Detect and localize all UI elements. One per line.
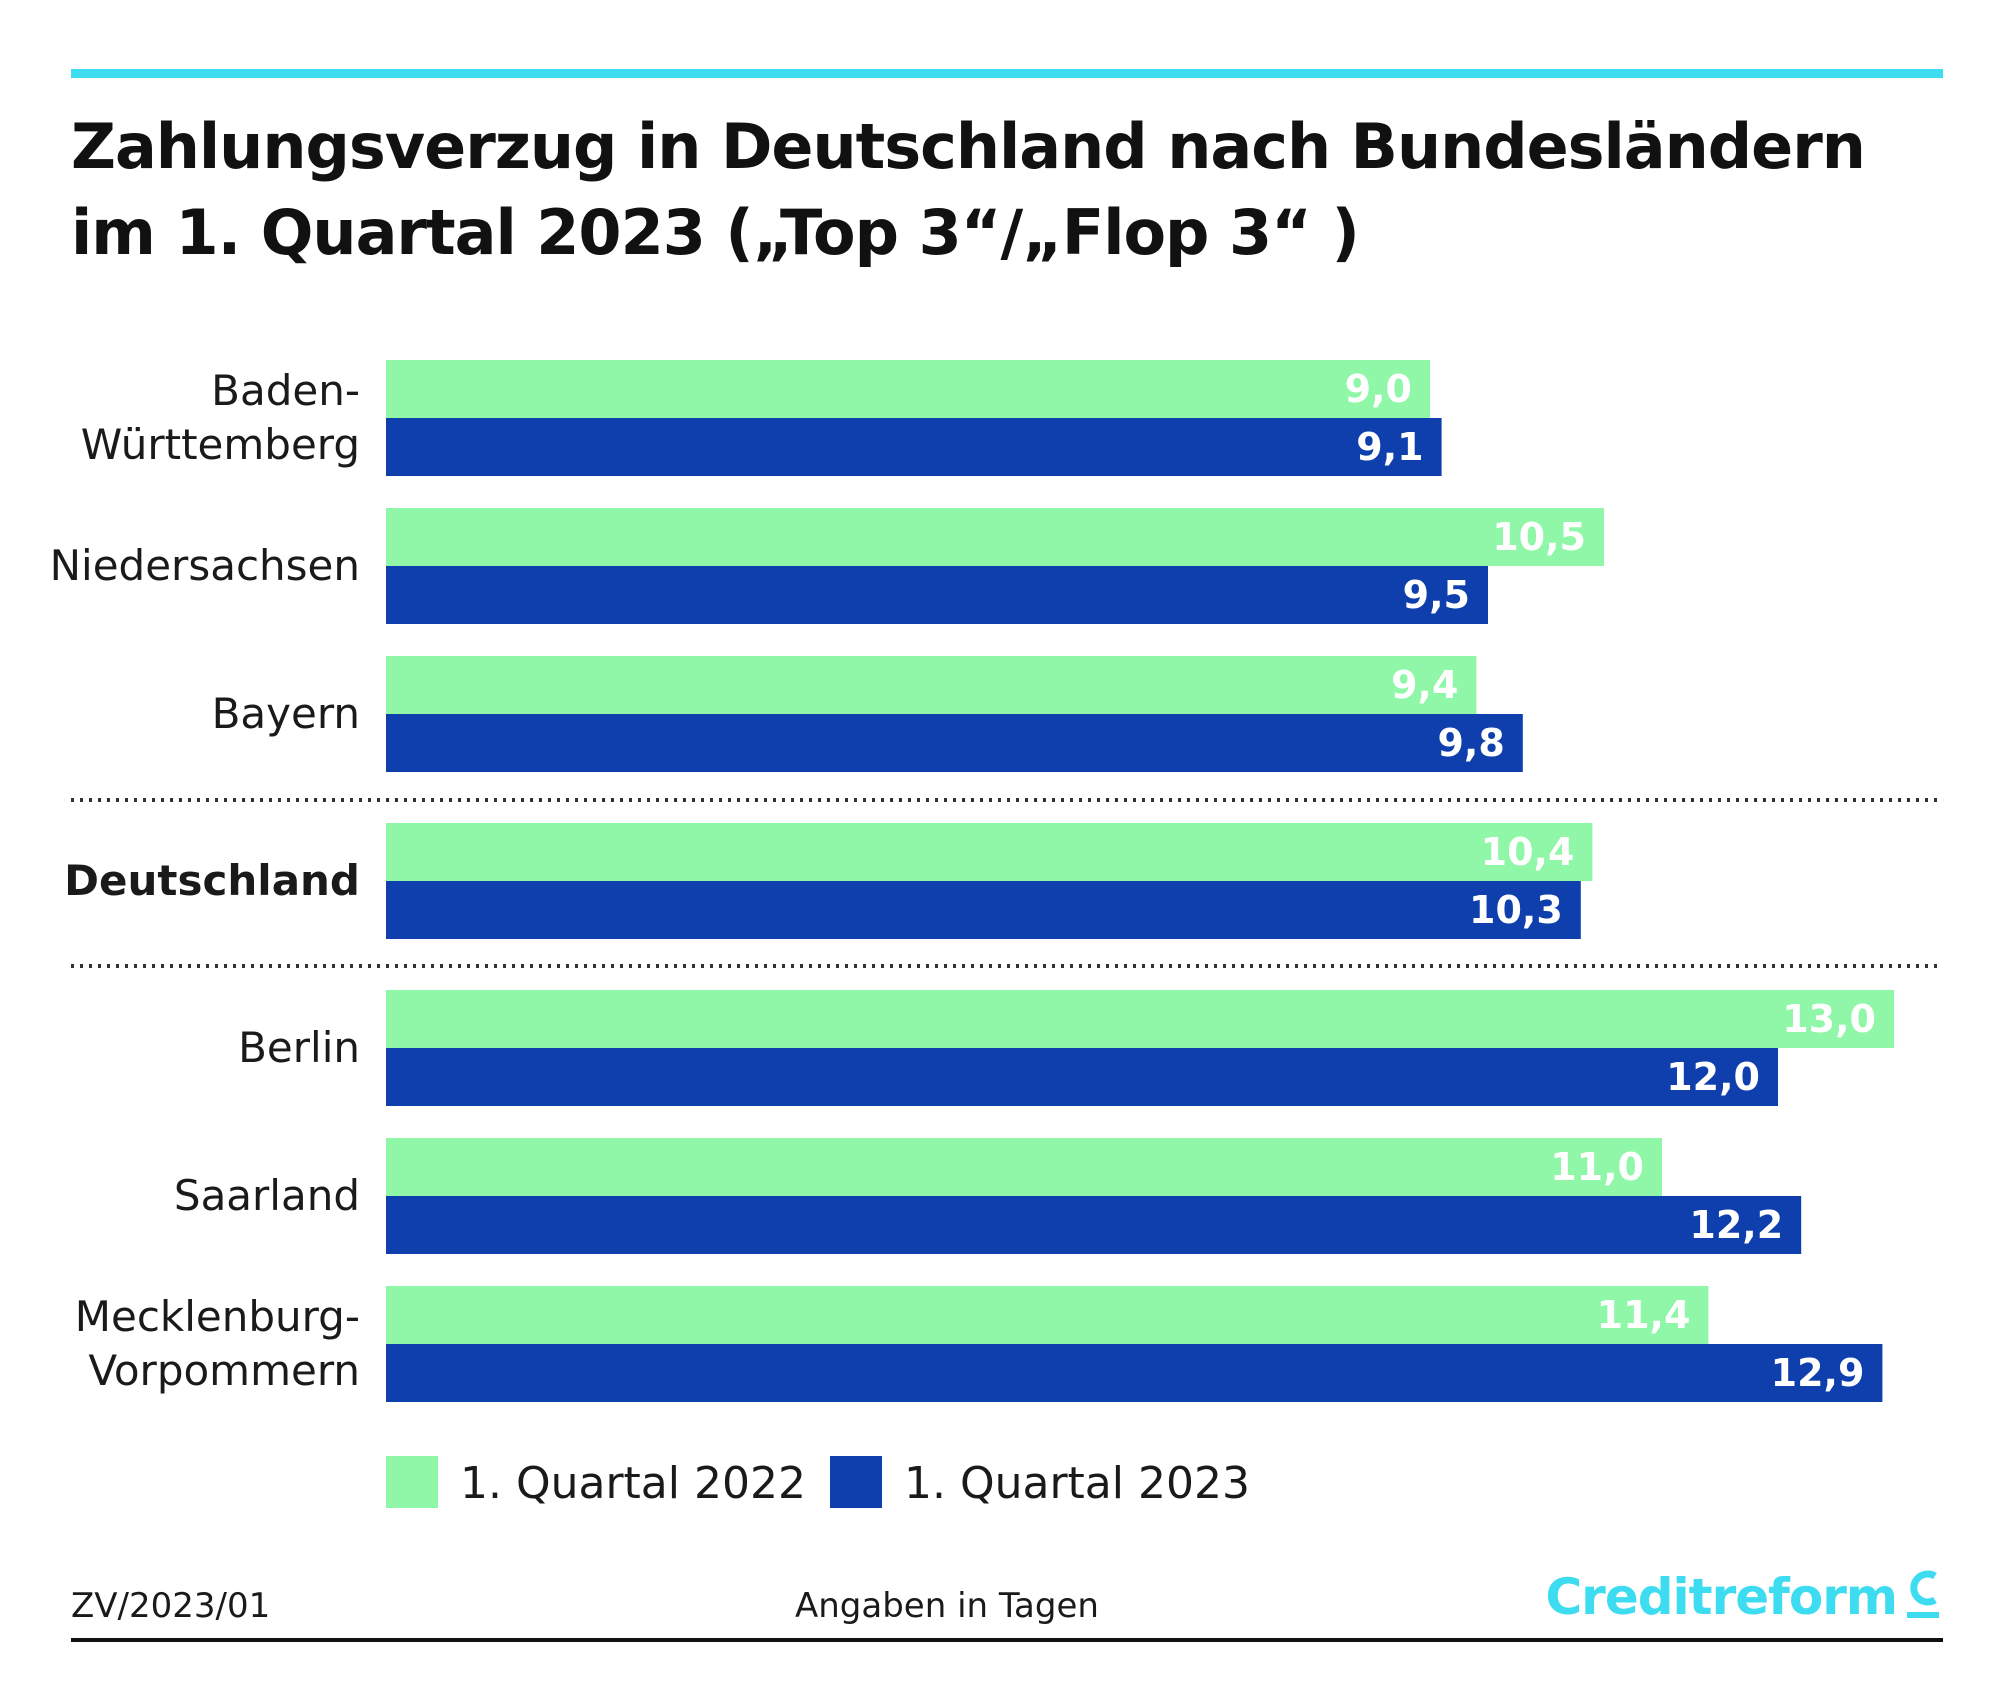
legend-label-q2023: 1. Quartal 2023 (904, 1458, 1250, 1509)
category-label-3: Deutschland (64, 856, 360, 905)
bar-q2022-6 (386, 1286, 1709, 1344)
bars-layer (71, 360, 1943, 1402)
value-label-q2023-1: 9,5 (1403, 573, 1470, 617)
top-accent-rule (71, 69, 1943, 78)
value-label-q2023-2: 9,8 (1437, 721, 1504, 765)
bar-q2022-0 (386, 360, 1430, 418)
bar-q2022-2 (386, 656, 1477, 714)
value-label-q2022-2: 9,4 (1391, 663, 1458, 707)
chart-title-line-1: Zahlungsverzug in Deutschland nach Bunde… (71, 110, 1866, 183)
category-label-6: Mecklenburg-Vorpommern (75, 1292, 360, 1395)
value-label-q2022-6: 11,4 (1597, 1293, 1691, 1337)
bar-q2022-1 (386, 508, 1604, 566)
footer-code: ZV/2023/01 (71, 1586, 271, 1626)
legend-swatch-q2022 (386, 1456, 438, 1508)
labels-layer: 9,0 9,1 Baden-Württemberg 10,5 9,5 Niedersach… (50, 366, 1876, 1395)
bar-q2023-1 (386, 566, 1488, 624)
brand-wordmark: Creditreform (1545, 1568, 1898, 1626)
value-label-q2022-5: 11,0 (1550, 1145, 1644, 1189)
bar-q2022-4 (386, 990, 1894, 1048)
unit-note: Angaben in Tagen (795, 1586, 1099, 1626)
bar-q2023-2 (386, 714, 1523, 772)
value-label-q2023-6: 12,9 (1771, 1351, 1865, 1395)
bar-q2023-6 (386, 1344, 1883, 1402)
bar-q2023-4 (386, 1048, 1778, 1106)
legend-swatch-q2023 (830, 1456, 882, 1508)
value-label-q2023-4: 12,0 (1666, 1055, 1760, 1099)
brand-c-icon (1907, 1570, 1939, 1618)
value-label-q2022-4: 13,0 (1782, 997, 1876, 1041)
category-label-0: Baden-Württemberg (81, 366, 360, 469)
category-label-1: Niedersachsen (50, 541, 360, 590)
category-label-4: Berlin (238, 1023, 360, 1072)
value-label-q2023-0: 9,1 (1356, 425, 1423, 469)
chart-title: Zahlungsverzug in Deutschland nach Bunde… (71, 104, 1871, 276)
bar-q2023-3 (386, 881, 1581, 939)
category-label-2: Bayern (212, 689, 360, 738)
legend: 1. Quartal 2022 1. Quartal 2023 (386, 1456, 1250, 1509)
value-label-q2022-3: 10,4 (1481, 830, 1575, 874)
category-label-5: Saarland (174, 1171, 360, 1220)
bar-q2022-5 (386, 1138, 1662, 1196)
value-label-q2022-0: 9,0 (1345, 367, 1412, 411)
bar-q2023-5 (386, 1196, 1802, 1254)
legend-label-q2022: 1. Quartal 2022 (460, 1458, 806, 1509)
value-label-q2023-5: 12,2 (1689, 1203, 1783, 1247)
value-label-q2022-1: 10,5 (1492, 515, 1586, 559)
chart-title-line-2: im 1. Quartal 2023 („Top 3“/„Flop 3“ ) (71, 196, 1360, 269)
bar-q2022-3 (386, 823, 1593, 881)
creditreform-logo: Creditreform (1545, 1566, 1943, 1626)
footer-rule (71, 1638, 1943, 1642)
bar-q2023-0 (386, 418, 1442, 476)
value-label-q2023-3: 10,3 (1469, 888, 1563, 932)
